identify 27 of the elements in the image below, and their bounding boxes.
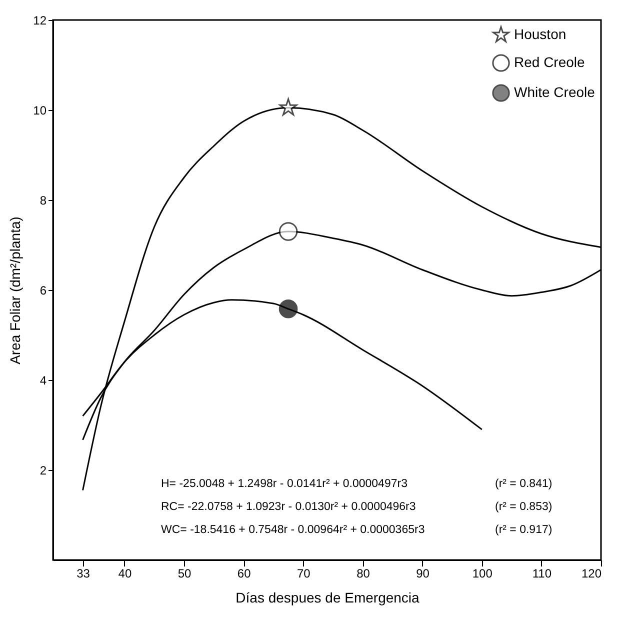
x-tick-label: 110: [532, 566, 552, 580]
y-tick-label: 12: [33, 14, 47, 28]
x-tick-label: 70: [296, 566, 311, 580]
x-tick-label: 120: [581, 566, 602, 580]
x-tick-label: 40: [118, 566, 132, 580]
legend-label: White Creole: [514, 84, 596, 100]
y-tick-label: 8: [40, 194, 47, 208]
x-axis-title: Días despues de Emergencia: [236, 590, 420, 606]
x-tick-label: 33: [76, 566, 90, 580]
annotation: (r² = 0.841): [495, 478, 552, 490]
legend-label: Red Creole: [514, 54, 586, 70]
y-axis-title: Area Foliar (dm²/planta): [7, 216, 24, 364]
annotation: RC= -22.0758 + 1.0923r - 0.0130r² + 0.0000496r3: [161, 501, 416, 513]
y-tick-label: 4: [40, 374, 47, 388]
y-tick-label: 6: [40, 284, 47, 298]
y-tick-label: 2: [40, 464, 47, 478]
annotation: WC= -18.5416 + 0.7548r - 0.00964r² + 0.0000365r3: [161, 524, 425, 536]
x-tick-label: 100: [472, 566, 493, 580]
x-tick-label: 80: [356, 566, 370, 580]
legend-label: Houston: [514, 26, 566, 42]
x-tick-label: 50: [178, 566, 192, 580]
annotation: (r² = 0.917): [495, 524, 552, 536]
y-tick-label: 10: [33, 104, 47, 118]
x-tick-label: 60: [237, 566, 252, 580]
x-tick-label: 90: [416, 566, 430, 580]
annotation: (r² = 0.853): [495, 501, 552, 513]
annotation: H= -25.0048 + 1.2498r - 0.0141r² + 0.0000497r3: [161, 478, 408, 490]
